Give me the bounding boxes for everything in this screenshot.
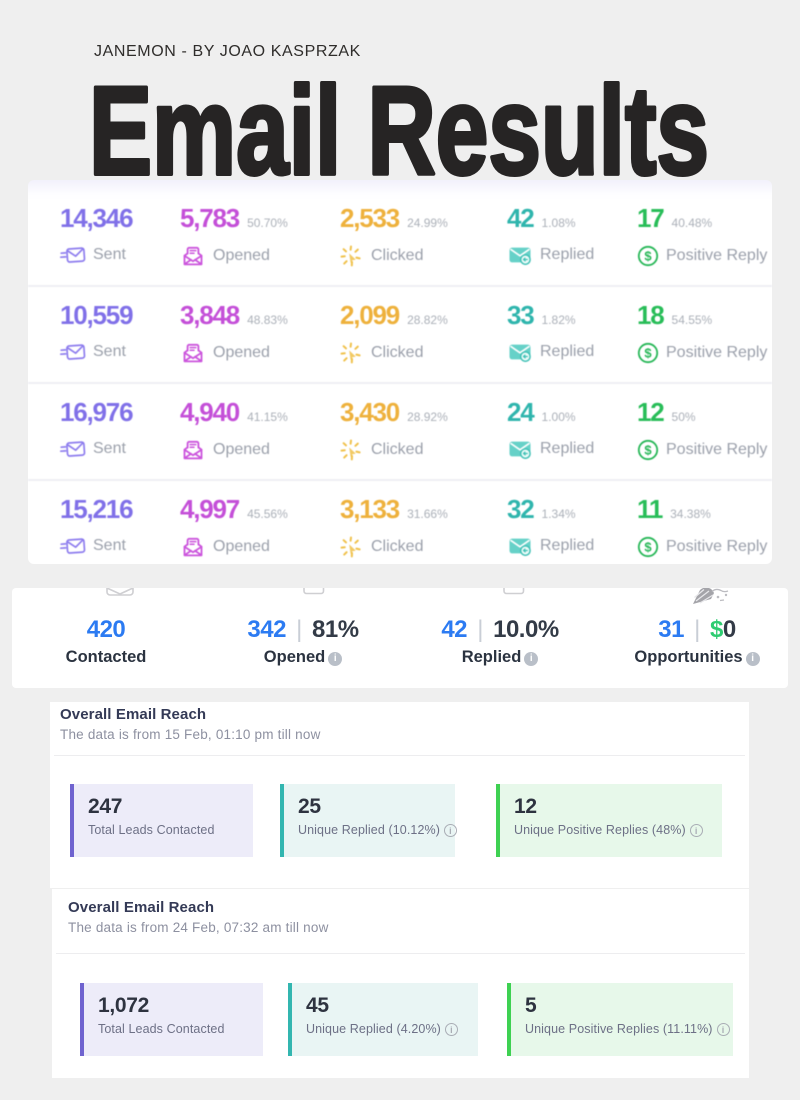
svg-text:$: $ xyxy=(644,346,652,361)
svg-text:$: $ xyxy=(644,249,652,264)
svg-text:$: $ xyxy=(644,443,652,458)
svg-text:Email Results: Email Results xyxy=(89,62,709,200)
svg-text:$: $ xyxy=(644,540,652,555)
